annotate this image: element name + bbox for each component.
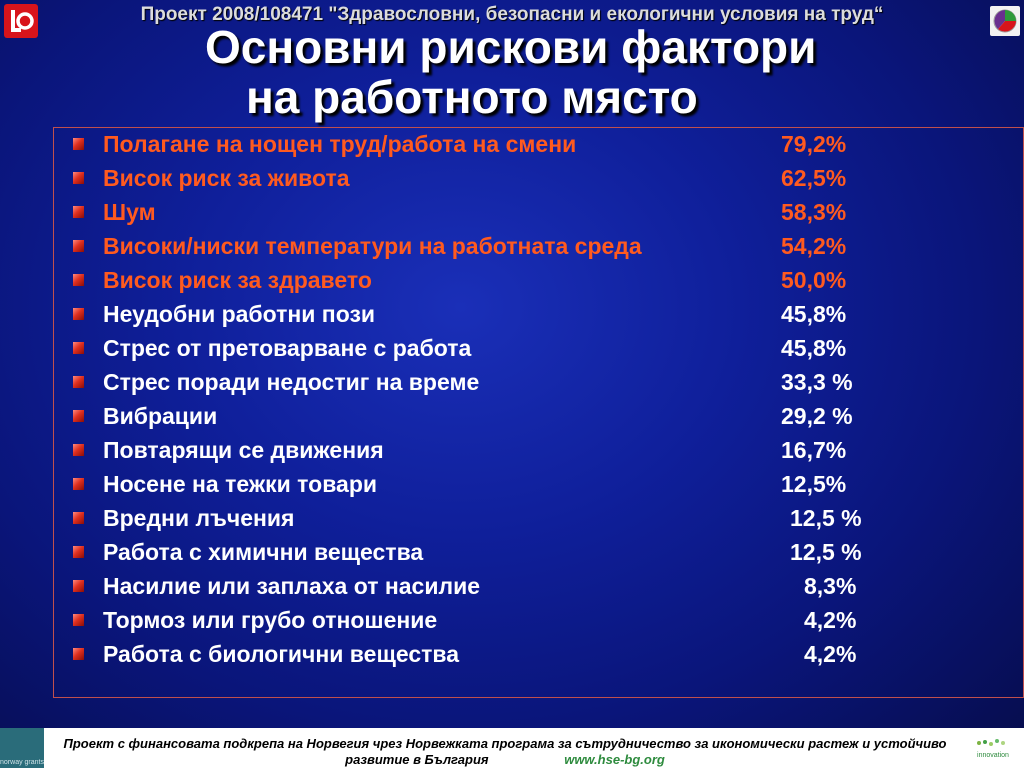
risk-factor-label: Насилие или заплаха от насилие (103, 573, 481, 599)
risk-factor-label: Носене на тежки товари (103, 471, 378, 497)
slide-title-line-2: на работното място (246, 71, 698, 123)
square-bullet-icon (73, 240, 84, 252)
norway-grants-logo-text: norway grants (0, 759, 44, 766)
footer-funding-text: Проект с финансовата подкрепа на Норвеги… (50, 736, 960, 768)
square-bullet-icon (73, 614, 84, 626)
square-bullet-icon (73, 444, 84, 456)
risk-factor-label: Работа с биологични вещества (103, 641, 460, 667)
risk-factor-row: Стрес от претоварване с работа 45,8% (54, 332, 1014, 366)
risk-factor-row: Стрес поради недостиг на време 33,3 % (54, 366, 1014, 400)
union-logo-icon (4, 4, 38, 38)
risk-factor-percentage: 54,2% (781, 233, 847, 259)
risk-factor-percentage: 12,5 % (790, 539, 862, 565)
square-bullet-icon (73, 376, 84, 388)
risk-factor-row: Неудобни работни пози 45,8% (54, 298, 1014, 332)
risk-factor-label: Шум (103, 199, 156, 225)
slide-title: Основни рискови фактори на работното мяс… (0, 22, 1024, 122)
risk-factor-label: Тормоз или грубо отношение (103, 607, 438, 633)
organization-logo-icon (990, 6, 1020, 36)
square-bullet-icon (73, 410, 84, 422)
slide-title-line-1: Основни рискови фактори (205, 21, 817, 73)
project-header: Проект 2008/108471 "Здравословни, безопа… (140, 4, 884, 25)
risk-factor-label: Високи/ниски температури на работната ср… (103, 233, 642, 259)
risk-factor-row: Вибрации 29,2 % (54, 400, 1014, 434)
square-bullet-icon (73, 648, 84, 660)
risk-factor-label: Стрес поради недостиг на време (103, 369, 480, 395)
square-bullet-icon (73, 274, 84, 286)
risk-factor-percentage: 16,7% (781, 437, 847, 463)
risk-factor-label: Работа с химични вещества (103, 539, 424, 565)
risk-factor-percentage: 62,5% (781, 165, 847, 191)
risk-factor-row: Полагане на нощен труд/работа на смени 79… (54, 128, 1014, 162)
risk-factor-percentage: 79,2% (781, 131, 847, 157)
risk-factor-row: Повтарящи се движения 16,7% (54, 434, 1014, 468)
risk-factor-row: Висок риск за здравето 50,0% (54, 264, 1014, 298)
risk-factor-percentage: 12,5 % (790, 505, 862, 531)
risk-factor-row: Работа с химични вещества 12,5 % (54, 536, 1014, 570)
risk-factor-row: Висок риск за живота 62,5% (54, 162, 1014, 196)
square-bullet-icon (73, 172, 84, 184)
risk-factor-row: Насилие или заплаха от насилие 8,3% (54, 570, 1014, 604)
risk-factor-percentage: 58,3% (781, 199, 847, 225)
risk-factor-row: Работа с биологични вещества 4,2% (54, 638, 1014, 672)
risk-factor-row: Носене на тежки товари 12,5% (54, 468, 1014, 502)
risk-factor-label: Висок риск за живота (103, 165, 350, 191)
square-bullet-icon (73, 512, 84, 524)
risk-factor-percentage: 45,8% (781, 301, 847, 327)
risk-factor-label: Вредни лъчения (103, 505, 295, 531)
risk-factor-row: Вредни лъчения 12,5 % (54, 502, 1014, 536)
square-bullet-icon (73, 478, 84, 490)
risk-factors-panel: Полагане на нощен труд/работа на смени 79… (53, 127, 1024, 698)
risk-factor-label: Висок риск за здравето (103, 267, 372, 293)
innovation-logo-text: innovation (977, 751, 1009, 759)
risk-factor-percentage: 12,5% (781, 471, 847, 497)
risk-factor-percentage: 45,8% (781, 335, 847, 361)
risk-factor-percentage: 8,3% (804, 573, 857, 599)
square-bullet-icon (73, 546, 84, 558)
risk-factor-label: Полагане на нощен труд/работа на смени (103, 131, 577, 157)
risk-factor-row: Високи/ниски температури на работната ср… (54, 230, 1014, 264)
square-bullet-icon (73, 308, 84, 320)
square-bullet-icon (73, 342, 84, 354)
footer-funding-statement: Проект с финансовата подкрепа на Норвеги… (63, 736, 947, 767)
norway-grants-logo-icon: norway grants (0, 728, 44, 768)
square-bullet-icon (73, 206, 84, 218)
footer-website-link[interactable]: www.hse-bg.org (564, 752, 665, 767)
risk-factor-label: Повтарящи се движения (103, 437, 384, 463)
risk-factor-label: Вибрации (103, 403, 218, 429)
footer-bar: norway grants Проект с финансовата подкр… (0, 728, 1024, 768)
risk-factor-percentage: 4,2% (804, 641, 857, 667)
risk-factor-row: Тормоз или грубо отношение 4,2% (54, 604, 1014, 638)
square-bullet-icon (73, 580, 84, 592)
risk-factor-label: Неудобни работни пози (103, 301, 376, 327)
risk-factor-row: Шум 58,3% (54, 196, 1014, 230)
risk-factor-percentage: 50,0% (781, 267, 847, 293)
square-bullet-icon (73, 138, 84, 150)
risk-factor-label: Стрес от претоварване с работа (103, 335, 472, 361)
risk-factors-list: Полагане на нощен труд/работа на смени 79… (54, 128, 1014, 672)
risk-factor-percentage: 29,2 % (781, 403, 853, 429)
risk-factor-percentage: 4,2% (804, 607, 857, 633)
innovation-logo-icon: innovation (962, 728, 1024, 768)
risk-factor-percentage: 33,3 % (781, 369, 853, 395)
